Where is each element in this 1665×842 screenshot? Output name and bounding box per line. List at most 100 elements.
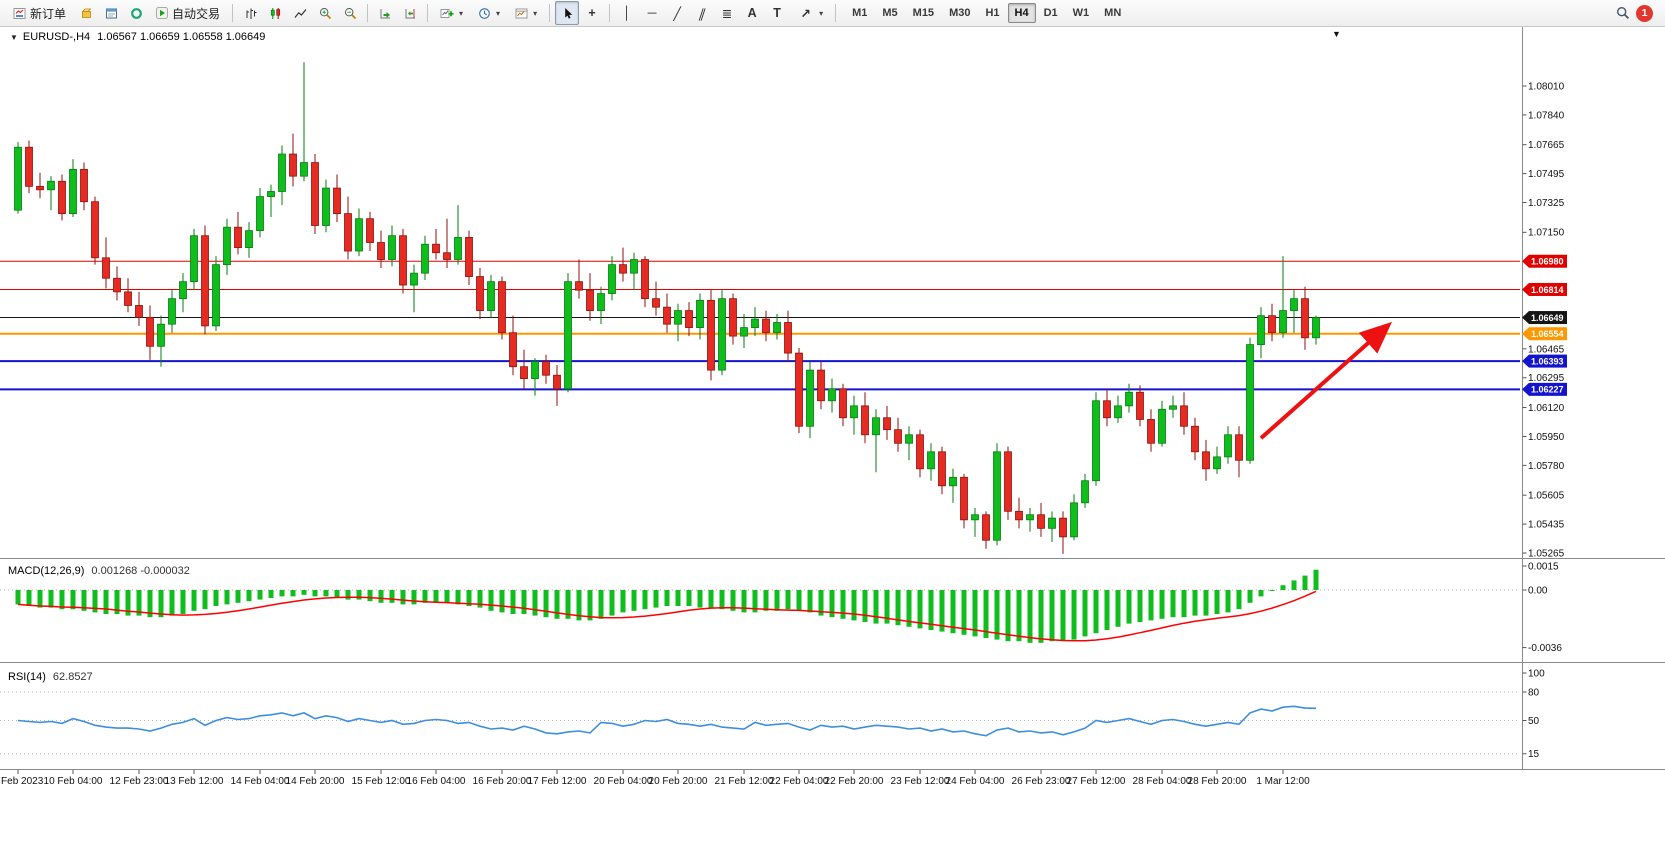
horizontal-line-button[interactable]: ─ (640, 1, 664, 25)
templates-button[interactable]: ▾ (508, 1, 544, 25)
trendline-icon: ╱ (673, 6, 681, 21)
zoom-out-icon (344, 7, 356, 19)
svg-text:21 Feb 12:00: 21 Feb 12:00 (715, 776, 774, 787)
svg-text:1.06980: 1.06980 (1531, 257, 1564, 267)
symbol-collapse-icon[interactable]: ▼ (10, 33, 18, 42)
svg-text:0.0015: 0.0015 (1528, 561, 1559, 572)
svg-text:1.07150: 1.07150 (1528, 228, 1565, 239)
auto-trading-button[interactable]: 自动交易 (149, 1, 227, 25)
svg-text:1.05950: 1.05950 (1528, 432, 1565, 443)
auto-scroll-button[interactable] (373, 1, 397, 25)
price-scale[interactable]: 1.08010 1.07840 1.07665 1.07495 1.07325 1.071… (1522, 81, 1565, 559)
search-button[interactable] (1611, 1, 1635, 25)
dropdown-icon: ▾ (459, 8, 464, 18)
timeframe-button-m5[interactable]: M5 (882, 7, 898, 19)
zoom-in-icon (319, 7, 331, 19)
timeframe-button-h1[interactable]: H1 (985, 7, 1000, 19)
timeframe-button-w1[interactable]: W1 (1072, 7, 1090, 19)
svg-text:50: 50 (1528, 716, 1540, 727)
svg-text:14 Feb 20:00: 14 Feb 20:00 (286, 776, 345, 787)
timeframe-button-m15[interactable]: M15 (912, 7, 935, 19)
timeframe-group: M1 M5 M15 M30 H1 H4 D1 W1 MN (845, 3, 1128, 23)
chart-shift-button[interactable] (398, 1, 422, 25)
timeframe-button-m1[interactable]: M1 (852, 7, 868, 19)
svg-text:1.08010: 1.08010 (1528, 81, 1565, 92)
label-tool-button[interactable]: T (765, 1, 789, 25)
svg-text:20 Feb 20:00: 20 Feb 20:00 (649, 776, 708, 787)
arrows-tool-button[interactable]: ↗ ▾ (790, 1, 830, 25)
price-tag-1.06980: 1.06980 (1522, 254, 1567, 268)
navigator-button[interactable] (124, 1, 148, 25)
equidistant-channel-button[interactable]: ∥ (690, 1, 714, 25)
svg-text:15 Feb 12:00: 15 Feb 12:00 (352, 776, 411, 787)
svg-text:1.06120: 1.06120 (1528, 403, 1565, 414)
panel-separators[interactable] (0, 27, 1665, 770)
svg-text:1.06393: 1.06393 (1531, 357, 1564, 367)
vertical-line-button[interactable]: │ (615, 1, 639, 25)
new-order-icon (13, 7, 26, 20)
dropdown-icon: ▾ (819, 8, 824, 18)
svg-text:1 Mar 12:00: 1 Mar 12:00 (1256, 776, 1310, 787)
price-tag-1.06393: 1.06393 (1522, 354, 1567, 368)
new-chart-button[interactable]: ▾ (433, 1, 470, 25)
fibonacci-icon: ≣ (721, 6, 733, 21)
macd-label: MACD(12,26,9) 0.001268 -0.000032 (8, 565, 190, 577)
macd-values: 0.001268 -0.000032 (91, 565, 190, 577)
periods-button[interactable]: ▾ (471, 1, 507, 25)
svg-text:28 Feb 20:00: 28 Feb 20:00 (1188, 776, 1247, 787)
new-order-button[interactable]: 新订单 (6, 1, 73, 25)
svg-text:14 Feb 04:00: 14 Feb 04:00 (231, 776, 290, 787)
rsi-line (17, 705, 1317, 737)
cursor-icon (564, 7, 572, 19)
chart-menu-marker[interactable]: ▼ (1332, 29, 1341, 39)
chart-header: ▼ EURUSD-,H4 1.06567 1.06659 1.06558 1.066… (10, 31, 265, 43)
trendline-button[interactable]: ╱ (665, 1, 689, 25)
auto-trading-icon (156, 7, 169, 19)
toolbar-separator (609, 4, 611, 22)
svg-text:1.07840: 1.07840 (1528, 110, 1565, 121)
fibonacci-button[interactable]: ≣ (715, 1, 739, 25)
zoom-in-button[interactable] (313, 1, 337, 25)
toolbar-separator (367, 4, 369, 22)
search-icon (1616, 6, 1630, 20)
line-chart-button[interactable] (288, 1, 312, 25)
svg-text:1.07325: 1.07325 (1528, 198, 1565, 209)
dropdown-icon: ▾ (533, 8, 538, 18)
svg-text:24 Feb 04:00: 24 Feb 04:00 (946, 776, 1005, 787)
svg-text:1.06554: 1.06554 (1531, 329, 1564, 339)
zoom-out-button[interactable] (338, 1, 362, 25)
macd-name: MACD(12,26,9) (8, 565, 85, 577)
timeframe-button-mn[interactable]: MN (1104, 7, 1122, 19)
chart-canvas[interactable]: 1.08010 1.07840 1.07665 1.07495 1.07325 1.071… (0, 27, 1665, 842)
trend-arrow[interactable] (1259, 321, 1392, 440)
data-window-button[interactable] (99, 1, 123, 25)
timeframe-button-m30[interactable]: M30 (949, 7, 971, 19)
market-watch-button[interactable] (74, 1, 98, 25)
svg-text:1.07495: 1.07495 (1528, 169, 1565, 180)
price-tag-1.06649: 1.06649 (1522, 311, 1567, 325)
svg-text:16 Feb 20:00: 16 Feb 20:00 (473, 776, 532, 787)
svg-text:17 Feb 12:00: 17 Feb 12:00 (528, 776, 587, 787)
bar-chart-button[interactable] (238, 1, 262, 25)
svg-text:1.05435: 1.05435 (1528, 519, 1565, 530)
horizontal-line-icon: ─ (647, 6, 657, 20)
text-tool-button[interactable]: A (740, 1, 764, 25)
toolbar-separator (232, 4, 234, 22)
svg-text:12 Feb 23:00: 12 Feb 23:00 (110, 776, 169, 787)
rsi-name: RSI(14) (8, 671, 46, 683)
cursor-button[interactable] (555, 1, 580, 25)
market-watch-icon (81, 8, 91, 18)
label-tool-icon: T (773, 6, 781, 20)
macd-signal-line (17, 590, 1317, 642)
price-tags: 1.06980 1.06814 1.06649 1.06554 1.06393 1.062… (1522, 254, 1567, 396)
equidistant-channel-icon: ∥ (696, 6, 708, 21)
timeframe-button-h4[interactable]: H4 (1007, 3, 1036, 23)
candlestick-chart-button[interactable] (263, 1, 287, 25)
timeframe-button-d1[interactable]: D1 (1043, 7, 1058, 19)
horizontal-line-objects[interactable] (0, 260, 1520, 391)
notification-badge[interactable]: 1 (1636, 4, 1653, 22)
macd-panel: 0.0015 0.00 -0.0036 (0, 561, 1562, 654)
crosshair-button[interactable]: + (580, 1, 604, 25)
toolbar-separator (549, 4, 551, 22)
